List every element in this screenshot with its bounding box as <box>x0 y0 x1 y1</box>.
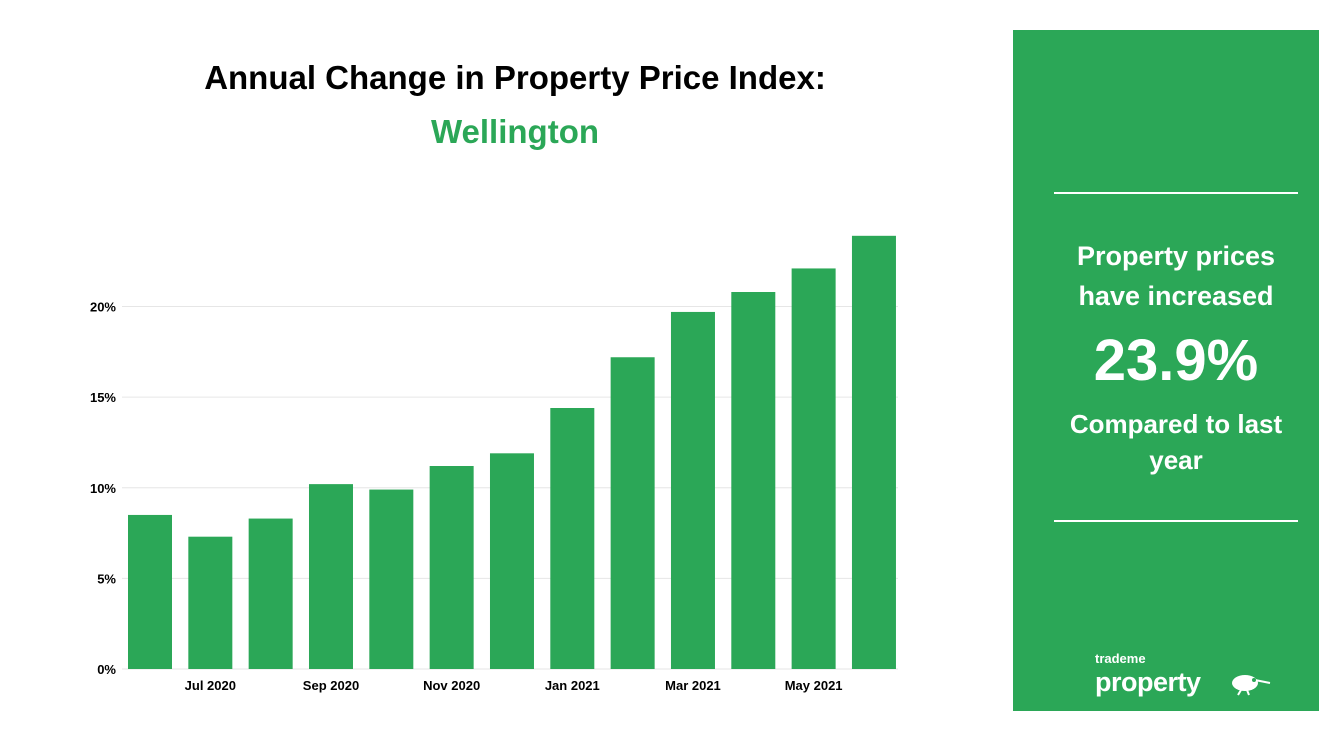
summary-body: Property prices have increased 23.9% Com… <box>1013 196 1319 518</box>
chart-subtitle: Wellington <box>430 113 600 150</box>
x-tick-label: Nov 2020 <box>423 678 480 693</box>
bar <box>248 518 293 669</box>
bar <box>851 235 896 669</box>
divider <box>1054 520 1298 522</box>
bar <box>308 484 353 669</box>
divider <box>1054 192 1298 194</box>
summary-panel: Property prices have increased 23.9% Com… <box>1013 30 1319 711</box>
summary-comparison: Compared to last year <box>1069 409 1283 475</box>
x-tick-label: Jan 2021 <box>545 678 600 693</box>
x-tick-label: Jul 2020 <box>185 678 236 693</box>
logo-small-text: trademe <box>1095 651 1146 666</box>
bar-chart: 0% 5% 10% 15% 20% Jul 2020 Sep 2020 Nov 2020 Jan… <box>90 235 898 693</box>
bar <box>791 268 836 669</box>
bar <box>429 466 474 669</box>
bar <box>610 357 655 669</box>
y-tick-label: 15% <box>90 390 116 405</box>
kiwi-icon <box>1232 675 1271 696</box>
x-tick-label: May 2021 <box>785 678 843 693</box>
y-tick-label: 20% <box>90 300 116 315</box>
bar <box>670 311 715 669</box>
y-tick-label: 5% <box>97 571 116 586</box>
summary-text: Property prices have increased <box>1076 241 1276 311</box>
summary-value: 23.9% <box>1093 328 1259 393</box>
y-tick-label: 0% <box>97 662 116 677</box>
y-tick-label: 10% <box>90 481 116 496</box>
chart-title: Annual Change in Property Price Index: <box>204 59 826 96</box>
logo-big-text: property <box>1095 667 1201 697</box>
x-tick-label: Mar 2021 <box>665 678 721 693</box>
bar <box>128 514 172 669</box>
x-tick-label: Sep 2020 <box>303 678 359 693</box>
bar <box>369 489 414 669</box>
bar <box>489 453 534 669</box>
bar <box>188 536 233 669</box>
bar <box>550 408 595 669</box>
bar <box>731 292 776 669</box>
trademe-property-logo: trademe property <box>1095 652 1285 698</box>
